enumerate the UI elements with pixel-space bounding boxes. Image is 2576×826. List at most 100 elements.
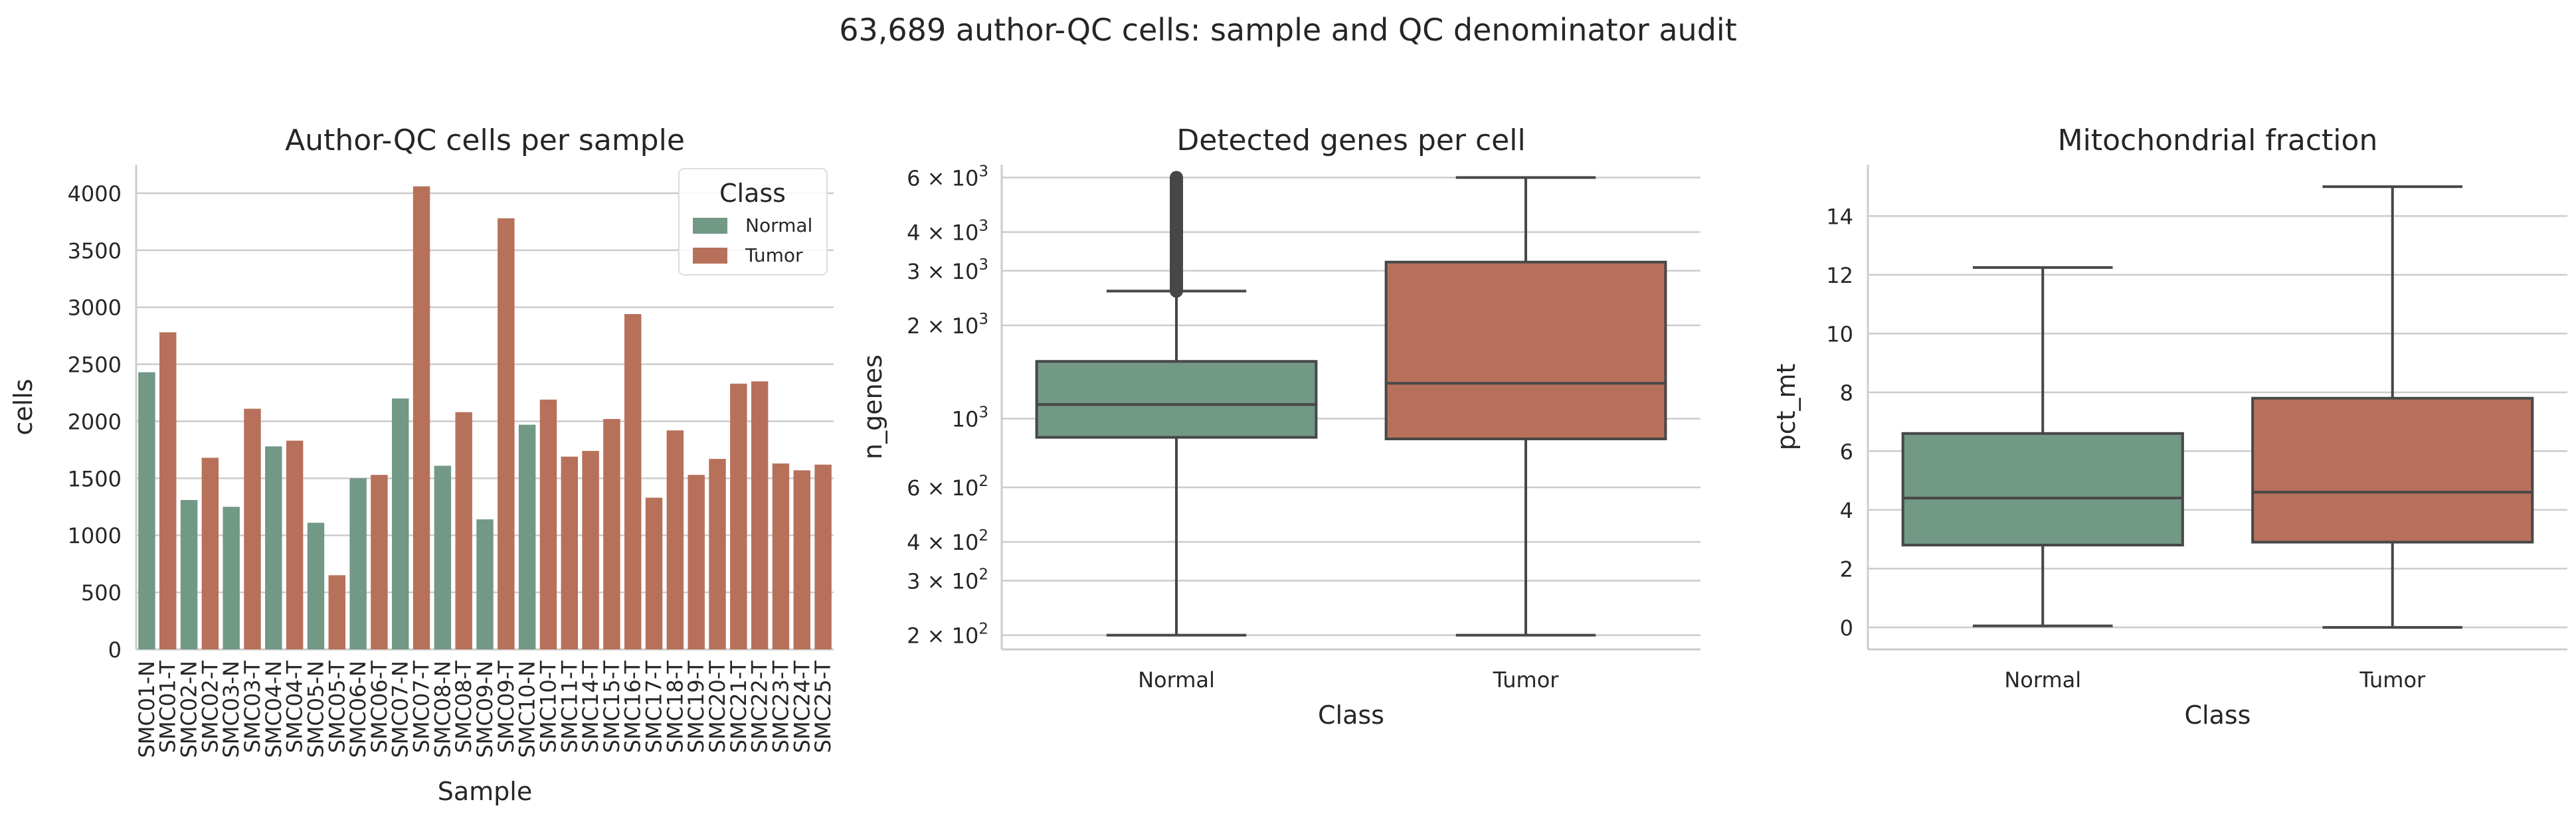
x-tick-label: SMC01-T (155, 661, 181, 754)
x-tick-label: SMC25-T (810, 661, 836, 754)
y-tick-label: 3500 (68, 238, 122, 264)
y-tick-label: 1500 (68, 466, 122, 491)
x-tick-label: SMC09-T (494, 661, 519, 754)
bar-smc11-t (561, 456, 578, 649)
legend-swatch-tumor (693, 248, 727, 264)
x-tick-label: SMC21-T (726, 661, 751, 754)
bar-smc03-t (244, 408, 261, 649)
x-tick-label: SMC01-N (134, 661, 159, 758)
bar-smc25-t (814, 464, 832, 649)
y-tick-label: 2000 (68, 409, 122, 434)
bar-smc01-n (138, 372, 155, 649)
bar-smc05-t (328, 575, 345, 649)
bar-smc22-t (751, 381, 769, 649)
y-tick-label: 2 × 103 (907, 311, 988, 339)
y-axis-label: n_genes (858, 355, 887, 459)
y-tick-label: 4 × 102 (907, 527, 988, 555)
bar-smc09-t (498, 218, 515, 650)
x-tick-label: SMC19-T (684, 661, 709, 754)
y-tick-label: 1000 (68, 523, 122, 548)
y-tick-label: 0 (108, 637, 122, 663)
x-axis-label: Sample (438, 777, 532, 806)
x-tick-label: SMC10-T (535, 661, 561, 754)
panel-mito-fraction: 0 2 4 6 8 10 12 14 Mitochondrial fraction Class pc… (1772, 124, 2567, 730)
panel-cells-per-sample: 0 500 1000 1500 2000 2500 3000 3500 4000 Author-Q… (9, 124, 836, 806)
panel-title: Mitochondrial fraction (2058, 124, 2378, 157)
x-tick-label: SMC15-T (599, 661, 624, 754)
bar-smc04-n (265, 446, 282, 649)
y-tick-label: 6 × 103 (907, 163, 988, 191)
iqr-box (1901, 432, 2184, 546)
x-tick-label: SMC22-T (747, 661, 773, 754)
bar-smc07-n (392, 398, 409, 649)
legend-label-normal: Normal (745, 214, 812, 236)
bar-smc17-t (645, 497, 663, 649)
panel-detected-genes: 2 × 102 3 × 102 4 × 102 6 × 102 103 2 × 103 3 … (858, 124, 1701, 730)
y-tick-label: 2 (1840, 556, 1853, 582)
x-tick-label: SMC02-T (197, 661, 223, 754)
y-axis-label: cells (9, 378, 38, 435)
x-tick-label: SMC02-N (177, 661, 202, 758)
x-tick-label: SMC05-T (324, 661, 349, 754)
y-tick-label: 3 × 103 (907, 256, 988, 284)
legend: Class Normal Tumor (678, 168, 828, 276)
y-tick-label: 8 (1840, 380, 1853, 406)
bar-smc23-t (772, 463, 790, 649)
y-axis-label: pct_mt (1772, 364, 1801, 451)
x-tick-label: SMC14-T (578, 661, 603, 754)
figure-title: 63,689 author-QC cells: sample and QC de… (839, 12, 1737, 48)
x-tick-label: SMC03-T (240, 661, 265, 754)
legend-label-tumor: Tumor (745, 244, 803, 266)
x-tick-label: SMC08-N (430, 661, 455, 758)
box-normal (1901, 266, 2184, 627)
y-tick-label: 4 × 103 (907, 217, 988, 245)
iqr-box (2251, 396, 2534, 544)
x-tick-label: SMC16-T (620, 661, 646, 754)
bar-smc02-n (180, 499, 198, 649)
x-tick-label: SMC06-N (345, 661, 371, 758)
box-tumor (1384, 176, 1667, 637)
x-tick-label: SMC11-T (557, 661, 582, 754)
y-tick-label: 3000 (68, 295, 122, 321)
bar-smc18-t (666, 430, 684, 649)
bar-smc06-t (371, 475, 388, 649)
x-tick-label: SMC07-T (409, 661, 434, 754)
bar-smc16-t (624, 314, 642, 649)
y-tick-label: 0 (1840, 616, 1853, 641)
x-tick-label: SMC03-N (219, 661, 244, 758)
bar-smc06-n (349, 478, 367, 649)
panel-title: Detected genes per cell (1176, 124, 1525, 157)
x-tick-label: SMC08-T (451, 661, 476, 754)
y-tick-label: 6 (1840, 439, 1853, 464)
box-tumor (2251, 185, 2534, 629)
y-tick-label: 6 × 102 (907, 473, 988, 501)
x-tick-label: SMC04-T (282, 661, 308, 754)
x-tick-label: SMC06-T (367, 661, 392, 754)
x-tick-label: SMC24-T (789, 661, 814, 754)
x-tick-label: SMC10-N (515, 661, 540, 758)
x-tick-label: SMC20-T (705, 661, 730, 754)
bar-smc01-t (159, 332, 177, 649)
y-tick-label: 3 × 102 (907, 566, 988, 594)
bar-smc08-n (434, 465, 452, 649)
bar-smc21-t (730, 383, 747, 649)
x-axis-label: Class (1318, 701, 1384, 730)
legend-title: Class (719, 179, 786, 208)
x-tick-label: Tumor (2359, 667, 2426, 693)
x-tick-label: SMC09-N (472, 661, 498, 758)
x-tick-label: SMC23-T (768, 661, 793, 754)
bar-smc08-t (455, 412, 472, 649)
y-tick-label: 2 × 102 (907, 621, 988, 649)
y-tick-label: 103 (952, 404, 988, 432)
x-tick-label: SMC17-T (642, 661, 667, 754)
x-tick-label: SMC05-N (303, 661, 328, 758)
iqr-box (1384, 260, 1667, 441)
box-normal (1035, 171, 1318, 637)
bar-smc10-t (539, 399, 557, 649)
bar-smc15-t (603, 419, 620, 649)
x-tick-label: Normal (2004, 667, 2081, 693)
x-tick-label: Tumor (1493, 667, 1560, 693)
bar-smc04-t (286, 440, 304, 649)
bar-smc24-t (793, 470, 810, 649)
